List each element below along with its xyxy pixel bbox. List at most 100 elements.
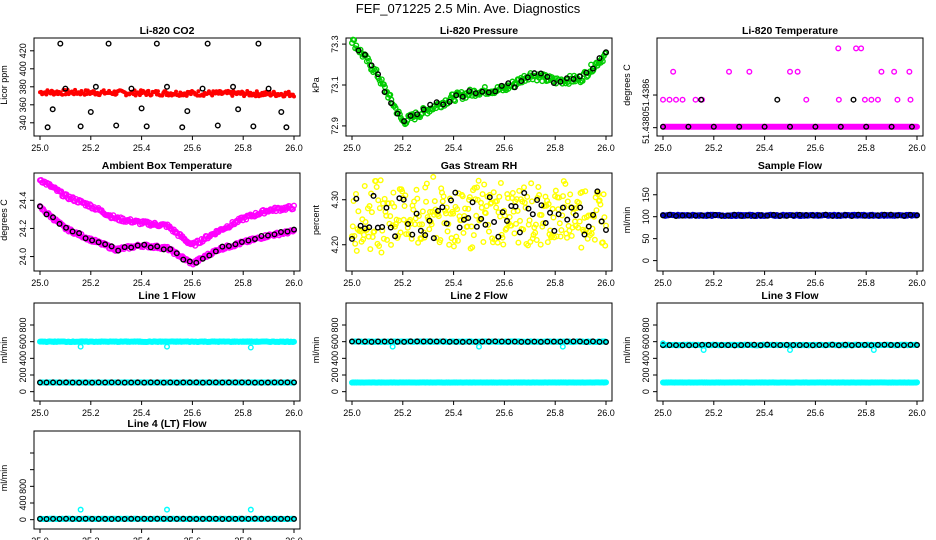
x-tick-label: 25.4 [756,278,774,288]
data-point [900,212,907,219]
x-tick-label: 25.4 [445,278,463,288]
x-tick-label: 25.6 [496,143,514,153]
data-point [570,338,577,345]
data-point [524,74,531,81]
data-point [452,189,459,196]
y-tick-label: 4.20 [330,236,340,254]
data-point [520,184,527,191]
data-point [362,338,369,345]
x-tick-label: 26.0 [285,408,303,418]
x-tick-label: 25.8 [857,143,875,153]
data-point [251,515,258,522]
x-tick-label: 25.6 [496,408,514,418]
data-point [601,214,608,221]
data-point [199,85,206,92]
data-point [380,235,387,242]
data-point [92,83,99,90]
x-tick-label: 25.6 [496,278,514,288]
data-point [660,340,667,347]
data-point [475,177,482,184]
data-point [173,379,180,386]
data-point [63,379,70,386]
data-point [660,212,667,219]
data-point [583,338,590,345]
data-point [454,237,461,244]
data-point [796,211,803,218]
data-point [292,94,296,99]
data-point [443,220,450,227]
data-point [907,96,914,103]
data-point [403,231,410,238]
data-point [154,515,161,522]
data-point [427,101,434,108]
data-point [757,212,764,219]
data-point [698,96,705,103]
series-pressure_samples [355,47,610,125]
data-point [559,212,566,219]
data-point [556,220,563,227]
series-high [37,338,298,345]
data-point [673,96,680,103]
data-point [532,229,539,236]
data-point [186,258,193,265]
series-temp_samples [660,96,915,130]
data-point [238,379,245,386]
data-point [134,242,141,249]
data-point [479,88,486,95]
y-tick-label: 360 [18,97,28,112]
data-point [368,209,375,216]
data-point [37,515,44,522]
data-point [460,229,467,236]
data-point [816,342,823,349]
data-point [550,214,557,221]
data-point [470,232,477,239]
y-tick-label: 72.9 [330,117,340,135]
data-point [409,231,416,238]
plot-frame [345,302,613,402]
data-point [493,198,500,205]
data-point [108,515,115,522]
data-point [570,75,577,82]
data-point [407,338,414,345]
data-point [392,104,399,111]
data-point [255,40,262,47]
data-point [603,226,610,233]
x-tick-label: 25.6 [807,408,825,418]
y-axis-label: ml/min [0,337,9,364]
series-upper [37,176,298,249]
data-point [505,338,512,345]
data-point [167,246,174,253]
data-point [63,224,70,231]
data-point [381,338,388,345]
plot-frame [345,37,613,137]
plot-frame [33,302,301,402]
data-point [600,191,607,198]
data-point [95,239,102,246]
data-point [581,231,588,238]
data-point [868,96,875,103]
data-point [388,100,395,107]
data-point [404,224,411,231]
data-point [212,515,219,522]
data-point [433,99,440,106]
data-point [503,225,510,232]
data-point [284,228,291,235]
data-point [508,222,515,229]
x-tick-label: 25.2 [82,408,100,418]
x-tick-label: 25.4 [133,278,151,288]
data-point [49,106,56,113]
data-point [787,123,794,130]
data-point [376,205,383,212]
data-point [738,342,745,349]
data-point [861,212,868,219]
data-point [861,341,868,348]
x-tick-label: 26.0 [597,408,615,418]
data-point [891,68,898,75]
data-point [388,338,395,345]
data-point [219,379,226,386]
panel-title: Gas Stream RH [441,160,517,172]
data-point [835,45,842,52]
y-axis-label: degrees C [0,199,9,241]
data-point [225,242,232,249]
